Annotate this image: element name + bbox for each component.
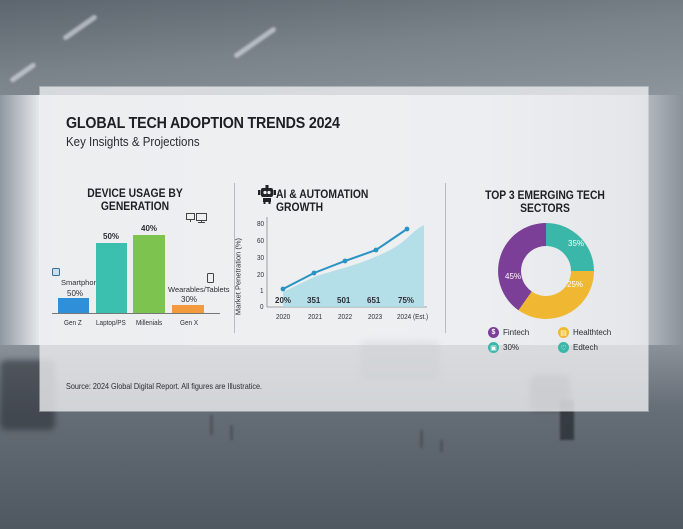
y-tick: 20 bbox=[257, 270, 265, 279]
fintech-slice-label: 45% bbox=[505, 272, 522, 281]
legend-item-fintech: $ Fintech bbox=[488, 327, 529, 338]
bar-laptop-ps bbox=[96, 243, 127, 313]
desktop-computers-icon bbox=[186, 213, 207, 223]
medical-kit-icon: ▤ bbox=[558, 327, 569, 338]
chair-leg bbox=[210, 415, 213, 435]
x-label-2023: 2023 bbox=[368, 312, 383, 321]
point-label-2020: 20% bbox=[275, 296, 292, 305]
legend-label: Fintech bbox=[503, 328, 530, 337]
chair-leg bbox=[440, 440, 443, 452]
x-label-gen-x: Gen X bbox=[180, 318, 199, 327]
x-label-gen-z: Gen Z bbox=[64, 318, 82, 327]
gen-x-value: 30% bbox=[181, 295, 198, 304]
smartphone-icon bbox=[52, 268, 60, 276]
bar-millenials bbox=[133, 235, 165, 313]
device-usage-title-line1: DEVICE USAGE BY bbox=[87, 188, 183, 200]
ai-growth-line-chart bbox=[266, 217, 427, 308]
y-tick: 80 bbox=[257, 219, 265, 228]
point-label-2022: 501 bbox=[337, 296, 351, 305]
chair-leg bbox=[420, 430, 423, 448]
infographic-panel: GLOBAL TECH ADOPTION TRENDS 2024 Key Ins… bbox=[40, 87, 648, 411]
sectors-donut-chart bbox=[498, 223, 594, 319]
y-tick: 30 bbox=[257, 253, 265, 262]
wearables-annotation: Wearables/Tablets bbox=[168, 285, 230, 294]
point-label-2021: 351 bbox=[307, 296, 321, 305]
bar-gen-x bbox=[172, 305, 204, 313]
bar-gen-z bbox=[58, 298, 89, 313]
dollar-icon: $ bbox=[488, 327, 499, 338]
section-divider bbox=[445, 183, 446, 333]
legend-item-30pct: ▣ 30% bbox=[488, 342, 519, 353]
y-tick: 1 bbox=[260, 286, 264, 295]
ceiling bbox=[0, 0, 683, 95]
page-subtitle: Key Insights & Projections bbox=[66, 135, 200, 149]
x-label-2021: 2021 bbox=[308, 312, 323, 321]
point-label-2023: 651 bbox=[367, 296, 381, 305]
y-axis-label: Market Penetration (%) bbox=[233, 237, 243, 316]
x-label-2020: 2020 bbox=[276, 312, 291, 321]
x-label-millenials: Millenials bbox=[136, 318, 163, 327]
x-label-laptop-ps: Laptop/PS bbox=[96, 318, 126, 327]
lock-icon: ▣ bbox=[488, 342, 499, 353]
laptop-ps-value: 50% bbox=[103, 232, 120, 241]
point-label-2024: 75% bbox=[398, 296, 415, 305]
edtech-slice-label: 35% bbox=[568, 239, 585, 248]
page-title: GLOBAL TECH ADOPTION TRENDS 2024 bbox=[66, 115, 340, 132]
sectors-title: TOP 3 EMERGING TECH SECTORS bbox=[485, 190, 605, 215]
legend-label: 30% bbox=[503, 343, 520, 352]
device-usage-title: DEVICE USAGE BY GENERATION bbox=[86, 188, 185, 214]
ai-growth-title: AI & AUTOMATION GROWTH bbox=[276, 189, 369, 214]
healthtech-slice-label: 25% bbox=[567, 280, 584, 289]
legend-item-edtech: ♡ Edtech bbox=[558, 342, 598, 353]
smartphones-annotation: Smartphones bbox=[61, 278, 106, 287]
legend-label: Edtech bbox=[573, 343, 598, 352]
x-label-2022: 2022 bbox=[338, 312, 353, 321]
robot-icon bbox=[258, 185, 276, 204]
source-footnote: Source: 2024 Global Digital Report. All … bbox=[66, 381, 262, 391]
y-tick: 60 bbox=[257, 236, 265, 245]
section-divider bbox=[234, 183, 235, 333]
device-usage-title-line2: GENERATION bbox=[100, 201, 170, 213]
gen-z-value: 50% bbox=[67, 289, 84, 298]
millenials-value: 40% bbox=[141, 224, 158, 233]
tablet-icon bbox=[207, 273, 214, 283]
chair-leg bbox=[230, 425, 233, 440]
legend-label: Healthtech bbox=[573, 328, 612, 337]
y-tick: 0 bbox=[260, 302, 264, 311]
heart-icon: ♡ bbox=[558, 342, 569, 353]
x-axis bbox=[52, 313, 220, 314]
legend-item-healthtech: ▤ Healthtech bbox=[558, 327, 611, 338]
x-label-2024-est: 2024 (Est.) bbox=[397, 312, 429, 321]
